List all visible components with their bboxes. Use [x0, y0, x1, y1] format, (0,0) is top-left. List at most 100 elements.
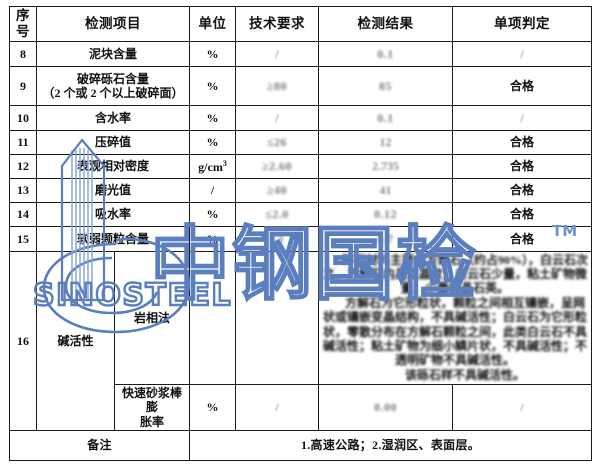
row-requirement: / — [235, 40, 319, 67]
row-no: 15 — [9, 225, 37, 252]
row-no: 11 — [9, 129, 37, 155]
row-requirement: ≥2.60 — [235, 153, 319, 179]
row-item-line1: 破碎砾石含量 — [76, 71, 149, 86]
row-item-line2: （2 个或 2 个以上破碎面） — [42, 85, 184, 100]
row-item: 破碎砾石含量 （2 个或 2 个以上破碎面） — [36, 65, 190, 106]
table-row-alkali-mortarbar: 快速砂浆棒膨 胀率 % / 0.00 / — [10, 384, 592, 431]
row-no: 9 — [9, 65, 37, 106]
result-value: 0.1 — [377, 46, 394, 61]
row-no: 10 — [9, 104, 37, 131]
row-item: 泥块含量 — [36, 40, 190, 67]
result-value: 12 — [379, 135, 392, 150]
header-cell-result: 检测结果 — [318, 6, 453, 42]
row-unit: % — [189, 104, 236, 131]
table-row: 8 泥块含量 % / 0.1 / — [9, 40, 592, 67]
inspection-results-table: 序号 检测项目 单位 技术要求 检测结果 单项判定 8 泥块含量 % / 0.1… — [9, 6, 592, 461]
row-result: 0.00 — [318, 384, 453, 431]
row-item: 压碎值 — [36, 129, 190, 155]
row-verdict: 合格 — [452, 201, 592, 227]
table-row: 15 软弱颗粒含量 % ≤3 0.7 合格 — [9, 225, 592, 252]
table-body: 8 泥块含量 % / 0.1 / 9 破碎砾石含量 （2 个或 2 个以上破碎面… — [9, 40, 592, 461]
row-subitem-method: 快速砂浆棒膨 胀率 — [114, 384, 190, 431]
requirement-value: ≤2.0 — [265, 207, 289, 222]
row-item: 表观相对密度 — [36, 153, 190, 179]
row-requirement: ≥80 — [235, 65, 319, 106]
row-verdict: 合格 — [452, 177, 592, 203]
petro-paragraph: 该砾石样不具碱活性。 — [404, 368, 525, 383]
row-no: 14 — [9, 201, 37, 227]
table-row: 11 压碎值 % ≤26 12 合格 — [9, 129, 592, 155]
row-unit: % — [189, 201, 236, 227]
row-unit: % — [189, 225, 236, 252]
row-requirement: / — [235, 104, 319, 131]
table-row-remark: 备注 1.高速公路；2.湿润区、表面层。 — [9, 429, 592, 461]
petro-paragraph: 方解石为它形粒状，颗粒之间相互镶嵌，呈网状或镶嵌变晶结构，不具碱活性；白云石为它… — [322, 296, 587, 367]
row-requirement: / — [235, 384, 319, 431]
result-value: 41 — [379, 183, 392, 198]
row-result: 12 — [318, 129, 453, 155]
result-value: 0.7 — [377, 231, 394, 246]
row-verdict: / — [452, 40, 592, 67]
table-row: 9 破碎砾石含量 （2 个或 2 个以上破碎面） % ≥80 85 合格 — [9, 65, 592, 106]
result-value: 0.1 — [377, 110, 394, 125]
row-result: 0.1 — [318, 104, 453, 131]
requirement-value: ≤3 — [270, 231, 284, 246]
row-result: 0.12 — [318, 201, 453, 227]
row-verdict: / — [452, 384, 592, 431]
row-verdict: 合格 — [452, 129, 592, 155]
row-requirement: ≥40 — [235, 177, 319, 203]
result-value: 0.12 — [374, 207, 397, 222]
table-row: 12 表观相对密度 g/cm3 ≥2.60 2.735 合格 — [9, 153, 592, 179]
remark-value: 1.高速公路；2.湿润区、表面层。 — [189, 429, 592, 461]
row-subitem-method: 岩相法 — [114, 250, 190, 386]
header-cell-verdict: 单项判定 — [452, 6, 592, 42]
table-row: 14 吸水率 % ≤2.0 0.12 合格 — [9, 201, 592, 227]
row-verdict: 合格 — [452, 65, 592, 106]
method-line1: 快速砂浆棒膨 — [121, 386, 182, 415]
row-verdict: / — [452, 104, 592, 131]
result-value: 0.00 — [374, 400, 397, 415]
row-unit: % — [189, 384, 236, 431]
requirement-value: / — [275, 46, 279, 61]
row-requirement — [235, 250, 319, 386]
row-no: 16 — [9, 250, 37, 431]
row-verdict: 合格 — [452, 225, 592, 252]
row-unit: / — [189, 177, 236, 203]
row-unit: % — [189, 40, 236, 67]
row-no: 13 — [9, 177, 37, 203]
row-no: 8 — [9, 40, 37, 67]
row-item: 磨光值 — [36, 177, 190, 203]
table-header: 序号 检测项目 单位 技术要求 检测结果 单项判定 — [9, 6, 592, 42]
table-row-alkali-petrographic: 16 碱活性 岩相法 碎石材料主要为方解石（约占90%），白云石次之，方解石内具… — [9, 250, 592, 431]
row-requirement: ≤26 — [235, 129, 319, 155]
row-result: 41 — [318, 177, 453, 203]
petro-paragraph: 碎石材料主要为方解石（约占90%），白云石次之，方解石内具双晶纹，白云石少量，粘… — [322, 252, 588, 296]
row-item: 吸水率 — [36, 201, 190, 227]
row-unit: g/cm3 — [189, 153, 236, 179]
requirement-value: ≤26 — [266, 135, 288, 150]
header-cell-unit: 单位 — [189, 6, 236, 42]
row-no: 12 — [9, 153, 37, 179]
header-row: 序号 检测项目 单位 技术要求 检测结果 单项判定 — [9, 6, 592, 42]
row-item: 软弱颗粒含量 — [36, 225, 190, 252]
row-unit: % — [189, 65, 236, 106]
remark-label: 备注 — [9, 429, 190, 461]
row-result: 2.735 — [318, 153, 453, 179]
requirement-value: ≥2.60 — [261, 159, 293, 174]
row-result: 0.1 — [318, 40, 453, 67]
row-unit: % — [189, 129, 236, 155]
method-line2: 胀率 — [139, 414, 164, 429]
row-unit — [189, 250, 236, 386]
requirement-value: ≥40 — [266, 183, 288, 198]
row-item: 含水率 — [36, 104, 190, 131]
result-value: 2.735 — [372, 159, 399, 174]
row-result-paragraphs: 碎石材料主要为方解石（约占90%），白云石次之，方解石内具双晶纹，白云石少量，粘… — [318, 250, 592, 386]
requirement-value: ≥80 — [266, 78, 288, 93]
table-row: 13 磨光值 / ≥40 41 合格 — [9, 177, 592, 203]
row-verdict: 合格 — [452, 153, 592, 179]
row-requirement: ≤3 — [235, 225, 319, 252]
result-value: 85 — [379, 78, 392, 93]
row-result: 0.7 — [318, 225, 453, 252]
row-result: 85 — [318, 65, 453, 106]
